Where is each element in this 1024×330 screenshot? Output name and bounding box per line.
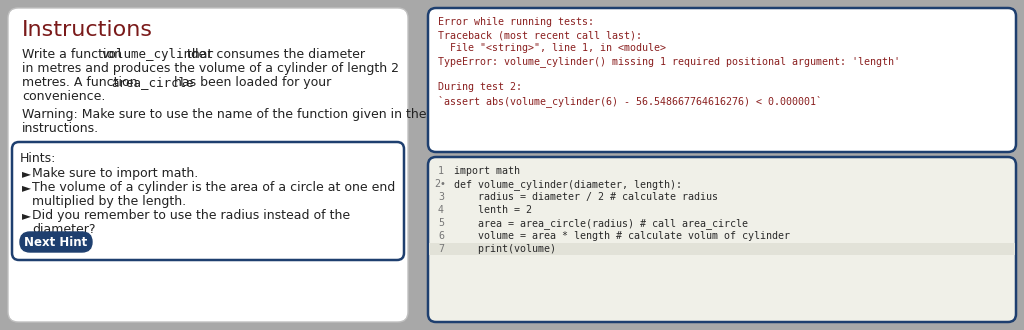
Text: metres. A function: metres. A function xyxy=(22,76,141,89)
Text: lenth = 2: lenth = 2 xyxy=(454,205,532,215)
FancyBboxPatch shape xyxy=(20,232,92,252)
Text: Warning: Make sure to use the name of the function given in the: Warning: Make sure to use the name of th… xyxy=(22,108,427,121)
Text: convenience.: convenience. xyxy=(22,90,105,103)
Text: 4: 4 xyxy=(438,205,444,215)
Text: area = area_circle(radius) # call area_circle: area = area_circle(radius) # call area_c… xyxy=(454,218,748,229)
FancyBboxPatch shape xyxy=(428,8,1016,152)
Text: Instructions: Instructions xyxy=(22,20,153,40)
Text: TypeError: volume_cylinder() missing 1 required positional argument: 'length': TypeError: volume_cylinder() missing 1 r… xyxy=(438,56,900,67)
Text: print(volume): print(volume) xyxy=(454,244,556,254)
Text: 7: 7 xyxy=(438,244,444,254)
Text: 1: 1 xyxy=(438,166,444,176)
Text: Error while running tests:: Error while running tests: xyxy=(438,17,594,27)
FancyBboxPatch shape xyxy=(428,157,1016,322)
Text: that consumes the diameter: that consumes the diameter xyxy=(182,48,365,61)
Text: 6: 6 xyxy=(438,231,444,241)
Text: volume_cylinder: volume_cylinder xyxy=(101,48,214,61)
Text: Write a function: Write a function xyxy=(22,48,126,61)
Text: ►: ► xyxy=(22,181,31,194)
Text: diameter?: diameter? xyxy=(32,223,95,236)
Text: instructions.: instructions. xyxy=(22,122,99,135)
FancyBboxPatch shape xyxy=(429,243,1015,255)
Text: radius = diameter / 2 # calculate radius: radius = diameter / 2 # calculate radius xyxy=(454,192,718,202)
Text: File "<string>", line 1, in <module>: File "<string>", line 1, in <module> xyxy=(438,43,666,53)
Text: volume = area * length # calculate volum of cylinder: volume = area * length # calculate volum… xyxy=(454,231,790,241)
Text: 5: 5 xyxy=(438,218,444,228)
Text: During test 2:: During test 2: xyxy=(438,82,522,92)
Text: ►: ► xyxy=(22,167,31,180)
Text: import math: import math xyxy=(454,166,520,176)
FancyBboxPatch shape xyxy=(12,142,404,260)
Text: in metres and produces the volume of a cylinder of length 2: in metres and produces the volume of a c… xyxy=(22,62,399,75)
Text: Traceback (most recent call last):: Traceback (most recent call last): xyxy=(438,30,642,40)
Text: Next Hint: Next Hint xyxy=(25,236,88,248)
Text: 2•: 2• xyxy=(434,179,446,189)
Text: Did you remember to use the radius instead of the: Did you remember to use the radius inste… xyxy=(32,209,350,222)
Text: def volume_cylinder(diameter, length):: def volume_cylinder(diameter, length): xyxy=(454,179,682,190)
Text: area_circle: area_circle xyxy=(111,76,194,89)
FancyBboxPatch shape xyxy=(8,8,408,322)
Text: multiplied by the length.: multiplied by the length. xyxy=(32,195,186,208)
Text: 3: 3 xyxy=(438,192,444,202)
Text: ►: ► xyxy=(22,209,31,222)
Text: Make sure to import math.: Make sure to import math. xyxy=(32,167,199,180)
Text: `assert abs(volume_cylinder(6) - 56.548667764616276) < 0.000001`: `assert abs(volume_cylinder(6) - 56.5486… xyxy=(438,95,822,107)
Text: The volume of a cylinder is the area of a circle at one end: The volume of a cylinder is the area of … xyxy=(32,181,395,194)
Text: has been loaded for your: has been loaded for your xyxy=(170,76,332,89)
Text: Hints:: Hints: xyxy=(20,152,56,165)
